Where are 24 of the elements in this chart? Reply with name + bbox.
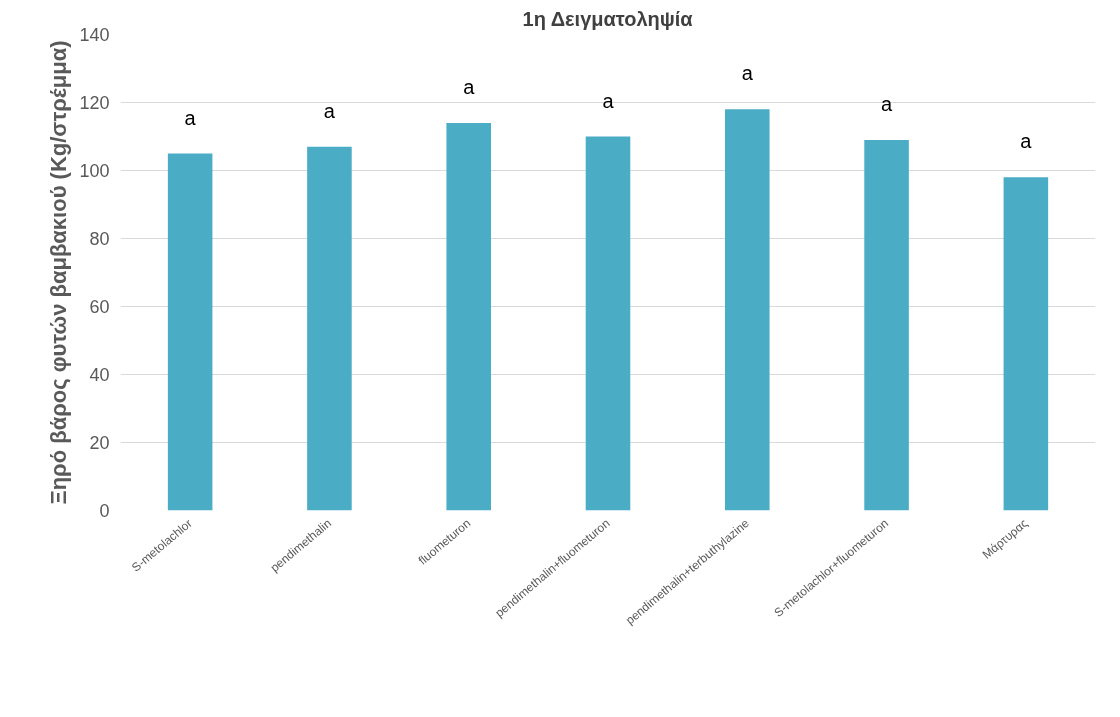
bar: [585, 136, 631, 511]
chart-title: 1η Δειγματοληψία: [522, 7, 694, 30]
y-tick-label: 20: [89, 433, 110, 453]
y-tick-label: 100: [79, 161, 110, 181]
y-tick-label: 60: [89, 297, 110, 317]
bar: [307, 146, 352, 511]
annotation: a: [1020, 130, 1033, 153]
bar: [1003, 177, 1049, 511]
annotation: a: [741, 62, 754, 85]
y-tick-label: 140: [79, 25, 110, 45]
y-tick-label: 0: [99, 501, 110, 521]
y-tick-label: 80: [89, 229, 110, 249]
annotation: a: [463, 75, 476, 98]
y-axis-title: Ξηρό βάρος φυτών βαμβακιού (Kg/στρέμμα): [46, 40, 72, 505]
annotation: a: [184, 106, 197, 129]
bar: [864, 139, 909, 511]
annotation: a: [323, 99, 336, 122]
bar: [725, 109, 770, 511]
annotation: a: [881, 92, 894, 115]
y-tick-label: 120: [79, 93, 110, 113]
bar: [446, 122, 491, 511]
y-tick-label: 40: [89, 365, 110, 385]
bar: [167, 153, 213, 511]
annotation: a: [602, 89, 615, 112]
